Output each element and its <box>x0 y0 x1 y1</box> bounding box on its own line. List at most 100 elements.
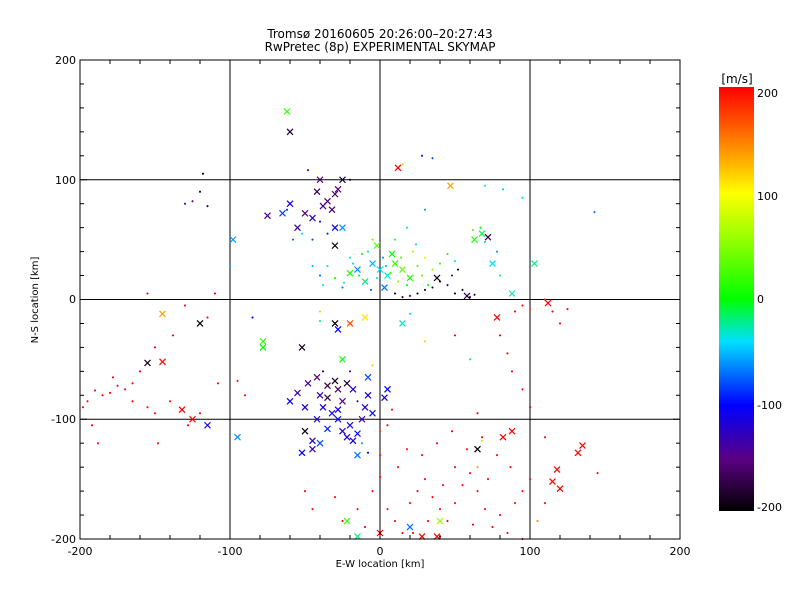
data-point-dot <box>593 211 596 214</box>
data-point-dot <box>529 308 531 311</box>
data-point-cross <box>369 409 376 417</box>
data-point-dot <box>509 466 512 469</box>
data-point-dot <box>386 424 389 427</box>
data-point-dot <box>506 352 509 355</box>
data-point-cross <box>499 433 507 441</box>
data-point-dot <box>389 272 392 275</box>
axis-ticks <box>79 59 681 540</box>
data-point-cross <box>339 355 346 363</box>
data-point-cross <box>189 415 196 423</box>
data-point-dot <box>184 202 186 205</box>
data-point-dot <box>491 526 494 529</box>
data-point-dot <box>379 454 381 457</box>
data-point-dot <box>481 439 483 442</box>
data-point-dot <box>154 412 156 415</box>
data-point-cross <box>334 185 342 193</box>
data-point-dot <box>487 478 489 481</box>
data-point-cross <box>264 212 271 220</box>
x-tick-labels: -200 -100 0 100 200 <box>68 545 691 558</box>
data-point-cross <box>493 314 501 321</box>
data-point-dot <box>431 157 434 160</box>
data-point-cross <box>286 128 294 136</box>
data-point-dot <box>412 532 414 535</box>
data-point-cross <box>376 266 384 273</box>
data-point-dot <box>400 256 402 259</box>
data-point-dot <box>361 442 363 445</box>
data-point-dot <box>352 262 354 265</box>
data-point-dot <box>529 478 531 481</box>
data-point-cross <box>286 200 294 208</box>
data-point-dot <box>311 238 314 241</box>
chart-subtitle: RwPretec (8p) EXPERIMENTAL SKYMAP <box>265 40 496 54</box>
data-point-dot <box>379 430 381 433</box>
data-point-dot <box>139 370 141 373</box>
data-point-cross <box>531 260 538 267</box>
data-point-cross <box>391 260 399 267</box>
data-point-dot <box>499 334 501 337</box>
data-point-dot <box>361 252 363 255</box>
data-points <box>82 108 599 541</box>
data-point-dot <box>172 334 174 337</box>
data-point-dot <box>479 226 482 229</box>
data-point-cross <box>309 214 316 222</box>
data-point-dot <box>499 514 501 517</box>
data-point-cross <box>354 451 361 459</box>
y-tick-label: -100 <box>51 413 76 426</box>
data-point-dot <box>476 490 479 493</box>
data-point-dot <box>326 232 329 235</box>
data-point-cross <box>279 209 286 217</box>
data-point-dot <box>521 196 524 199</box>
data-point-dot <box>431 496 434 499</box>
data-point-cross <box>316 176 324 184</box>
x-tick-label: -100 <box>218 545 243 558</box>
data-point-cross <box>313 373 321 381</box>
data-point-cross <box>319 202 327 210</box>
data-point-dot <box>206 316 209 319</box>
data-point-dot <box>454 466 456 469</box>
data-point-cross <box>334 406 342 414</box>
data-point-dot <box>424 340 426 343</box>
data-point-cross <box>579 442 586 450</box>
data-point-dot <box>322 370 324 373</box>
colorbar-tick-label: -200 <box>757 501 782 514</box>
data-point-cross <box>364 373 372 381</box>
data-point-cross <box>574 449 582 457</box>
data-point-cross <box>324 394 331 402</box>
data-point-dot <box>514 502 516 505</box>
data-point-cross <box>229 236 237 244</box>
data-point-dot <box>371 364 374 367</box>
data-point-dot <box>319 220 321 223</box>
data-point-dot <box>304 490 306 493</box>
data-point-dot <box>424 256 426 259</box>
data-point-dot <box>379 475 381 478</box>
data-point-cross <box>331 224 339 232</box>
data-point-dot <box>184 304 186 307</box>
data-point-dot <box>97 442 99 445</box>
data-point-dot <box>406 226 408 229</box>
data-point-cross <box>354 430 361 438</box>
data-point-cross <box>334 326 342 333</box>
data-point-cross <box>313 415 321 423</box>
data-point-dot <box>424 288 426 291</box>
data-point-cross <box>339 397 346 405</box>
data-point-dot <box>559 322 561 325</box>
data-point-dot <box>536 520 539 523</box>
data-point-cross <box>339 176 346 184</box>
data-point-dot <box>469 472 471 475</box>
data-point-dot <box>446 252 449 255</box>
data-point-cross <box>484 233 492 241</box>
data-point-dot <box>401 532 404 535</box>
data-point-dot <box>131 400 134 403</box>
data-point-cross <box>324 382 331 390</box>
data-point-cross <box>301 403 309 411</box>
data-point-cross <box>349 385 357 393</box>
data-point-cross <box>346 421 354 429</box>
data-point-dot <box>319 320 321 323</box>
data-point-cross <box>354 266 361 273</box>
data-point-dot <box>131 382 134 385</box>
data-point-dot <box>469 358 471 361</box>
y-axis-label: N-S location [km] <box>30 257 41 344</box>
data-point-dot <box>431 268 434 271</box>
colorbar-tick-label: 0 <box>757 293 764 306</box>
